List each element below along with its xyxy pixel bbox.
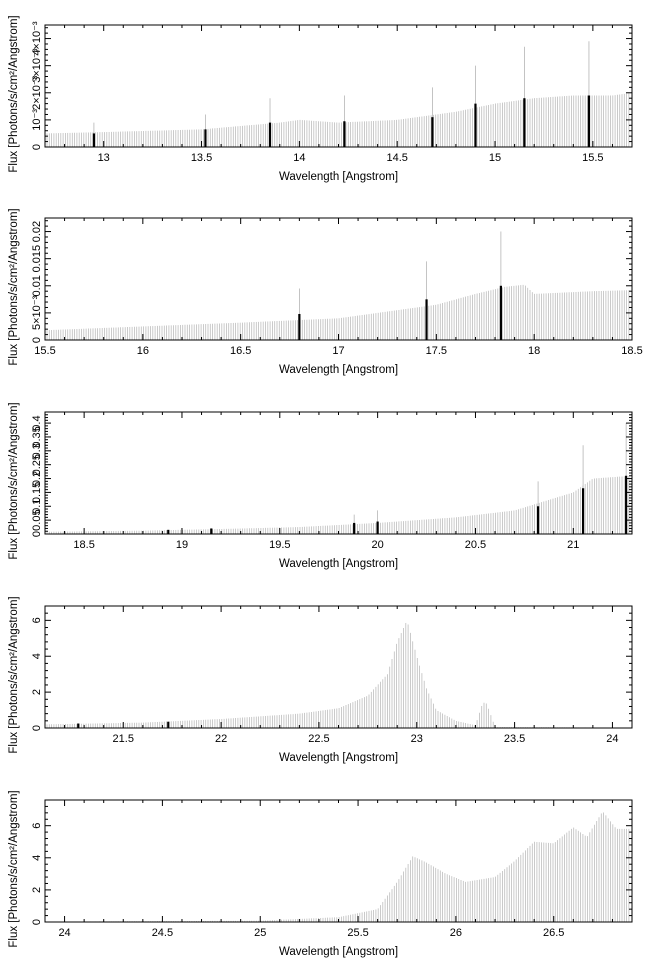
x-tick-label: 22.5 xyxy=(308,733,329,745)
panel-2: 15.5 16 16.5 17 17.5 18 18.5 0 5×10⁻³0.01 0.015 0.… xyxy=(8,208,643,376)
x-tick-label: 19.5 xyxy=(269,539,290,551)
y-tick-label: 0.01 xyxy=(31,275,43,296)
x-axis-title: Wavelength [Angstrom] xyxy=(279,752,398,764)
y-tick-label: 0.02 xyxy=(31,221,43,242)
y-tick-label: 0.25 xyxy=(31,454,43,475)
x-tick-label: 13.5 xyxy=(191,152,212,164)
x-tick-label: 26.5 xyxy=(543,927,564,939)
y-tick-label: 5×10⁻³ xyxy=(31,295,43,330)
x-tick-label: 24.5 xyxy=(152,927,173,939)
x-tick-label: 15.5 xyxy=(582,152,603,164)
x-tick-label: 14.5 xyxy=(386,152,407,164)
y-tick-label: 0.35 xyxy=(31,426,43,447)
x-tick-label: 15 xyxy=(489,152,501,164)
x-tick-label: 24 xyxy=(58,927,70,939)
x-axis-title: Wavelength [Angstrom] xyxy=(279,171,398,183)
y-tick-label: 0 xyxy=(31,919,43,925)
x-axis-title: Wavelength [Angstrom] xyxy=(279,364,398,376)
panel-4-spectrum xyxy=(46,622,630,728)
y-axis-title: Flux [Photons/s/cm²/Angstrom] xyxy=(8,208,20,365)
x-tick-label: 24 xyxy=(606,733,618,745)
x-tick-label: 20.5 xyxy=(465,539,486,551)
x-tick-label: 23.5 xyxy=(504,733,525,745)
y-tick-label: 10⁻³ xyxy=(31,109,43,131)
y-tick-label: 0 xyxy=(31,337,43,343)
y-axis-title: Flux [Photons/s/cm²/Angstrom] xyxy=(8,402,20,559)
y-tick-label: 0.4 xyxy=(31,415,43,430)
y-tick-label: 0 xyxy=(31,144,43,150)
y-tick-label: 0.3 xyxy=(31,443,43,458)
y-tick-label: 0.2 xyxy=(31,471,43,486)
y-tick-label: 6 xyxy=(31,823,43,829)
y-tick-label: 2 xyxy=(31,887,43,893)
plot-frame xyxy=(44,605,633,729)
y-tick-label: 2 xyxy=(31,689,43,695)
y-axis-title: Flux [Photons/s/cm²/Angstrom] xyxy=(8,596,20,753)
y-tick-label: 4 xyxy=(31,855,43,861)
x-tick-label: 21 xyxy=(567,539,579,551)
y-tick-label: 2×10⁻³ xyxy=(31,75,43,110)
y-tick-label: 0 xyxy=(31,531,43,537)
x-tick-label: 18.5 xyxy=(621,345,642,357)
x-tick-label: 23 xyxy=(411,733,423,745)
y-tick-label: 4×10⁻³ xyxy=(31,21,43,56)
panel-1-spectrum xyxy=(46,93,630,147)
y-tick-label: 0 xyxy=(31,725,43,731)
panel-5-spectrum xyxy=(46,812,630,922)
panel-1: 13 13.5 14 14.5 15 15.5 0 10⁻³2×10⁻³3×10⁻³4×10⁻… xyxy=(8,15,633,183)
y-tick-label: 0.1 xyxy=(31,499,43,514)
x-tick-label: 14 xyxy=(293,152,305,164)
y-tick-label: 6 xyxy=(31,617,43,623)
x-tick-label: 17 xyxy=(332,345,344,357)
x-tick-label: 16 xyxy=(137,345,149,357)
x-tick-label: 19 xyxy=(176,539,188,551)
x-axis-title: Wavelength [Angstrom] xyxy=(279,946,398,958)
y-tick-label: 0.15 xyxy=(31,482,43,503)
x-tick-label: 18.5 xyxy=(73,539,94,551)
x-tick-label: 25 xyxy=(254,927,266,939)
panel-3-spectrum xyxy=(46,475,630,534)
y-tick-label: 0.05 xyxy=(31,509,43,530)
y-axis-title: Flux [Photons/s/cm²/Angstrom] xyxy=(8,15,20,172)
y-tick-label: 3×10⁻³ xyxy=(31,48,43,83)
x-axis-title: Wavelength [Angstrom] xyxy=(279,558,398,570)
x-tick-label: 15.5 xyxy=(34,345,55,357)
x-tick-label: 17.5 xyxy=(426,345,447,357)
x-tick-label: 20 xyxy=(372,539,384,551)
y-tick-label: 4 xyxy=(31,653,43,659)
x-tick-label: 22 xyxy=(215,733,227,745)
x-tick-label: 21.5 xyxy=(113,733,134,745)
x-tick-label: 18 xyxy=(528,345,540,357)
panel-3: 18.5 19 19.5 20 20.5 2100.050.10.150.20.250.3… xyxy=(8,402,633,570)
x-tick-label: 25.5 xyxy=(347,927,368,939)
y-axis-title: Flux [Photons/s/cm²/Angstrom] xyxy=(8,790,20,947)
x-tick-label: 26 xyxy=(450,927,462,939)
x-tick-label: 16.5 xyxy=(230,345,251,357)
y-tick-label: 0.015 xyxy=(31,245,43,273)
panel-2-spectrum xyxy=(46,284,630,340)
x-tick-label: 13 xyxy=(98,152,110,164)
